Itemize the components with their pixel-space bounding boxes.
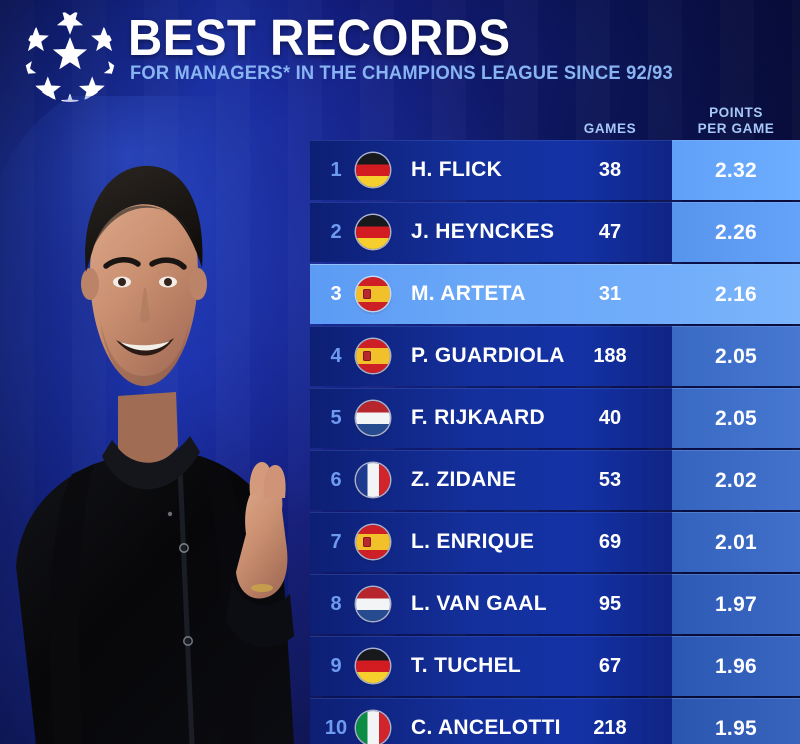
games-value: 95 bbox=[598, 592, 622, 615]
table-row: 2.01 7 L. ENRIQUE 69 bbox=[310, 512, 800, 572]
table-row: 2.26 2 J. HEYNCKES 47 bbox=[310, 202, 800, 262]
ppg-cell: 2.05 bbox=[672, 326, 800, 386]
rank-number: 4 bbox=[330, 344, 342, 367]
ppg-header-line1: POINTS bbox=[709, 105, 763, 120]
ppg-cell: 2.01 bbox=[672, 512, 800, 572]
rank-number: 5 bbox=[330, 406, 342, 429]
ppg-cell: 2.02 bbox=[672, 450, 800, 510]
table-row: 1.97 8 L. VAN GAAL 95 bbox=[310, 574, 800, 634]
ppg-cell: 1.95 bbox=[672, 698, 800, 744]
manager-name: P. GUARDIOLA bbox=[411, 344, 565, 367]
table-row: 1.96 9 T. TUCHEL 67 bbox=[310, 636, 800, 696]
netherlands-flag-icon bbox=[356, 587, 390, 621]
games-value: 188 bbox=[593, 344, 627, 367]
rank-number: 9 bbox=[330, 654, 342, 677]
games-value: 38 bbox=[598, 158, 622, 181]
spain-flag-icon bbox=[356, 525, 390, 559]
header: BEST RECORDS FOR MANAGERS* IN THE CHAMPI… bbox=[0, 0, 800, 102]
column-header-points-per-game: POINTS PER GAME bbox=[672, 105, 800, 137]
netherlands-flag-icon bbox=[356, 401, 390, 435]
germany-flag-icon bbox=[356, 649, 390, 683]
column-header-games: GAMES bbox=[583, 121, 637, 136]
rank-number: 10 bbox=[324, 716, 348, 739]
ppg-header-line2: PER GAME bbox=[697, 121, 775, 136]
ppg-value: 1.95 bbox=[714, 716, 758, 740]
games-value: 47 bbox=[598, 220, 622, 243]
ppg-value: 2.16 bbox=[714, 282, 758, 306]
manager-name: Z. ZIDANE bbox=[411, 468, 517, 491]
ppg-value: 2.32 bbox=[714, 158, 758, 182]
ppg-value: 1.96 bbox=[714, 654, 758, 678]
france-flag-icon bbox=[356, 463, 390, 497]
ppg-value: 2.05 bbox=[714, 344, 758, 368]
ppg-cell: 2.26 bbox=[672, 202, 800, 262]
managers-records-table: GAMES POINTS PER GAME 2.32 1 H. FLICK 38 2.2… bbox=[310, 105, 800, 744]
page-subtitle: FOR MANAGERS* IN THE CHAMPIONS LEAGUE SI… bbox=[130, 62, 673, 84]
table-row: 2.16 3 M. ARTETA 31 bbox=[310, 264, 800, 324]
manager-name: M. ARTETA bbox=[411, 282, 526, 305]
rank-number: 8 bbox=[330, 592, 342, 615]
manager-name: F. RIJKAARD bbox=[411, 406, 545, 429]
rank-number: 7 bbox=[330, 530, 342, 553]
manager-name: J. HEYNCKES bbox=[411, 220, 555, 243]
games-value: 67 bbox=[598, 654, 622, 677]
page-title: BEST RECORDS bbox=[128, 9, 511, 66]
rank-number: 1 bbox=[330, 158, 342, 181]
rank-number: 2 bbox=[330, 220, 342, 243]
ppg-cell: 1.96 bbox=[672, 636, 800, 696]
table-row: 2.05 5 F. RIJKAARD 40 bbox=[310, 388, 800, 448]
table-body: 2.32 1 H. FLICK 38 2.26 2 J. HEYNCKES 47 2.16 3 M.… bbox=[310, 140, 800, 744]
ucl-starball-icon bbox=[25, 12, 115, 102]
games-value: 69 bbox=[598, 530, 622, 553]
ppg-value: 2.02 bbox=[714, 468, 758, 492]
spain-flag-icon bbox=[356, 277, 390, 311]
games-value: 218 bbox=[593, 716, 627, 739]
ppg-value: 2.05 bbox=[714, 406, 758, 430]
manager-name: L. ENRIQUE bbox=[411, 530, 535, 553]
ppg-cell: 2.05 bbox=[672, 388, 800, 448]
ppg-value: 2.26 bbox=[714, 220, 758, 244]
table-row: 2.32 1 H. FLICK 38 bbox=[310, 140, 800, 200]
italy-flag-icon bbox=[356, 711, 390, 744]
germany-flag-icon bbox=[356, 215, 390, 249]
ppg-cell: 1.97 bbox=[672, 574, 800, 634]
ppg-cell: 2.32 bbox=[672, 140, 800, 200]
ppg-value: 1.97 bbox=[714, 592, 758, 616]
games-value: 53 bbox=[598, 468, 622, 491]
games-value: 40 bbox=[598, 406, 622, 429]
manager-name: C. ANCELOTTI bbox=[411, 716, 561, 739]
rank-number: 6 bbox=[330, 468, 342, 491]
manager-name: L. VAN GAAL bbox=[411, 592, 547, 615]
games-value: 31 bbox=[598, 282, 622, 305]
manager-name: T. TUCHEL bbox=[411, 654, 522, 677]
spain-flag-icon bbox=[356, 339, 390, 373]
germany-flag-icon bbox=[356, 153, 390, 187]
manager-name: H. FLICK bbox=[411, 158, 503, 181]
ppg-value: 2.01 bbox=[714, 530, 758, 554]
table-row: 1.95 10 C. ANCELOTTI 218 bbox=[310, 698, 800, 744]
table-column-headers: GAMES POINTS PER GAME bbox=[310, 105, 800, 142]
table-row: 2.05 4 P. GUARDIOLA 188 bbox=[310, 326, 800, 386]
rank-number: 3 bbox=[330, 282, 342, 305]
ppg-cell: 2.16 bbox=[672, 264, 800, 324]
table-row: 2.02 6 Z. ZIDANE 53 bbox=[310, 450, 800, 510]
